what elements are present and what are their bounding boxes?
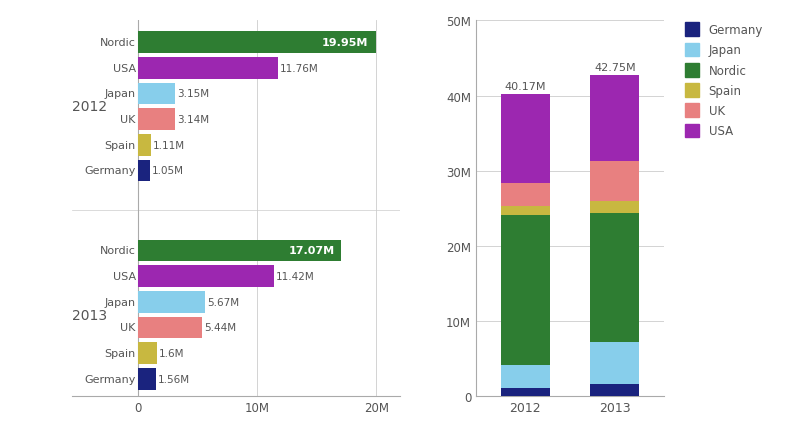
Bar: [590, 161, 639, 202]
Text: UK: UK: [121, 115, 136, 125]
Legend: Nordic, USA, Japan, UK, Spain, Germany: Nordic, USA, Japan, UK, Spain, Germany: [486, 23, 565, 138]
Bar: [138, 343, 157, 364]
Bar: [501, 215, 550, 365]
Bar: [501, 183, 550, 207]
Bar: [138, 58, 278, 79]
Text: Spain: Spain: [105, 141, 136, 150]
Bar: [138, 265, 274, 287]
Text: 1.6M: 1.6M: [158, 348, 184, 358]
Bar: [138, 109, 175, 131]
Bar: [590, 342, 639, 385]
Text: Nordic: Nordic: [100, 38, 136, 48]
Text: Japan: Japan: [105, 89, 136, 99]
Bar: [590, 385, 639, 396]
Bar: [138, 240, 341, 262]
Bar: [501, 389, 550, 396]
Bar: [590, 75, 639, 161]
Text: 11.42M: 11.42M: [275, 271, 314, 282]
Text: UK: UK: [121, 322, 136, 333]
Text: 1.11M: 1.11M: [153, 141, 185, 150]
Bar: [501, 95, 550, 183]
Bar: [501, 365, 550, 389]
Bar: [590, 214, 639, 342]
Text: Nordic: Nordic: [100, 246, 136, 256]
Text: Germany: Germany: [85, 166, 136, 176]
Text: 3.14M: 3.14M: [177, 115, 209, 125]
Text: 19.95M: 19.95M: [322, 38, 369, 48]
Text: 2012: 2012: [72, 100, 107, 114]
Bar: [138, 83, 175, 105]
Text: 2013: 2013: [72, 308, 107, 322]
Text: 5.67M: 5.67M: [207, 297, 239, 307]
Text: 40.17M: 40.17M: [505, 82, 546, 92]
Text: 1.05M: 1.05M: [152, 166, 184, 176]
Bar: [138, 160, 150, 182]
Text: 3.15M: 3.15M: [177, 89, 209, 99]
Text: 11.76M: 11.76M: [280, 63, 318, 74]
Bar: [138, 291, 206, 313]
Text: Spain: Spain: [105, 348, 136, 358]
Text: 42.75M: 42.75M: [594, 63, 635, 73]
Text: 17.07M: 17.07M: [289, 246, 335, 256]
Text: 5.44M: 5.44M: [204, 322, 236, 333]
Bar: [138, 135, 151, 156]
Legend: Germany, Japan, Nordic, Spain, UK, USA: Germany, Japan, Nordic, Spain, UK, USA: [685, 23, 763, 138]
Bar: [501, 207, 550, 215]
Text: USA: USA: [113, 271, 136, 282]
Text: Japan: Japan: [105, 297, 136, 307]
Text: 1.56M: 1.56M: [158, 374, 190, 384]
Text: Germany: Germany: [85, 374, 136, 384]
Bar: [138, 368, 156, 390]
Bar: [138, 317, 202, 339]
Bar: [590, 202, 639, 214]
Text: USA: USA: [113, 63, 136, 74]
Bar: [138, 32, 375, 54]
